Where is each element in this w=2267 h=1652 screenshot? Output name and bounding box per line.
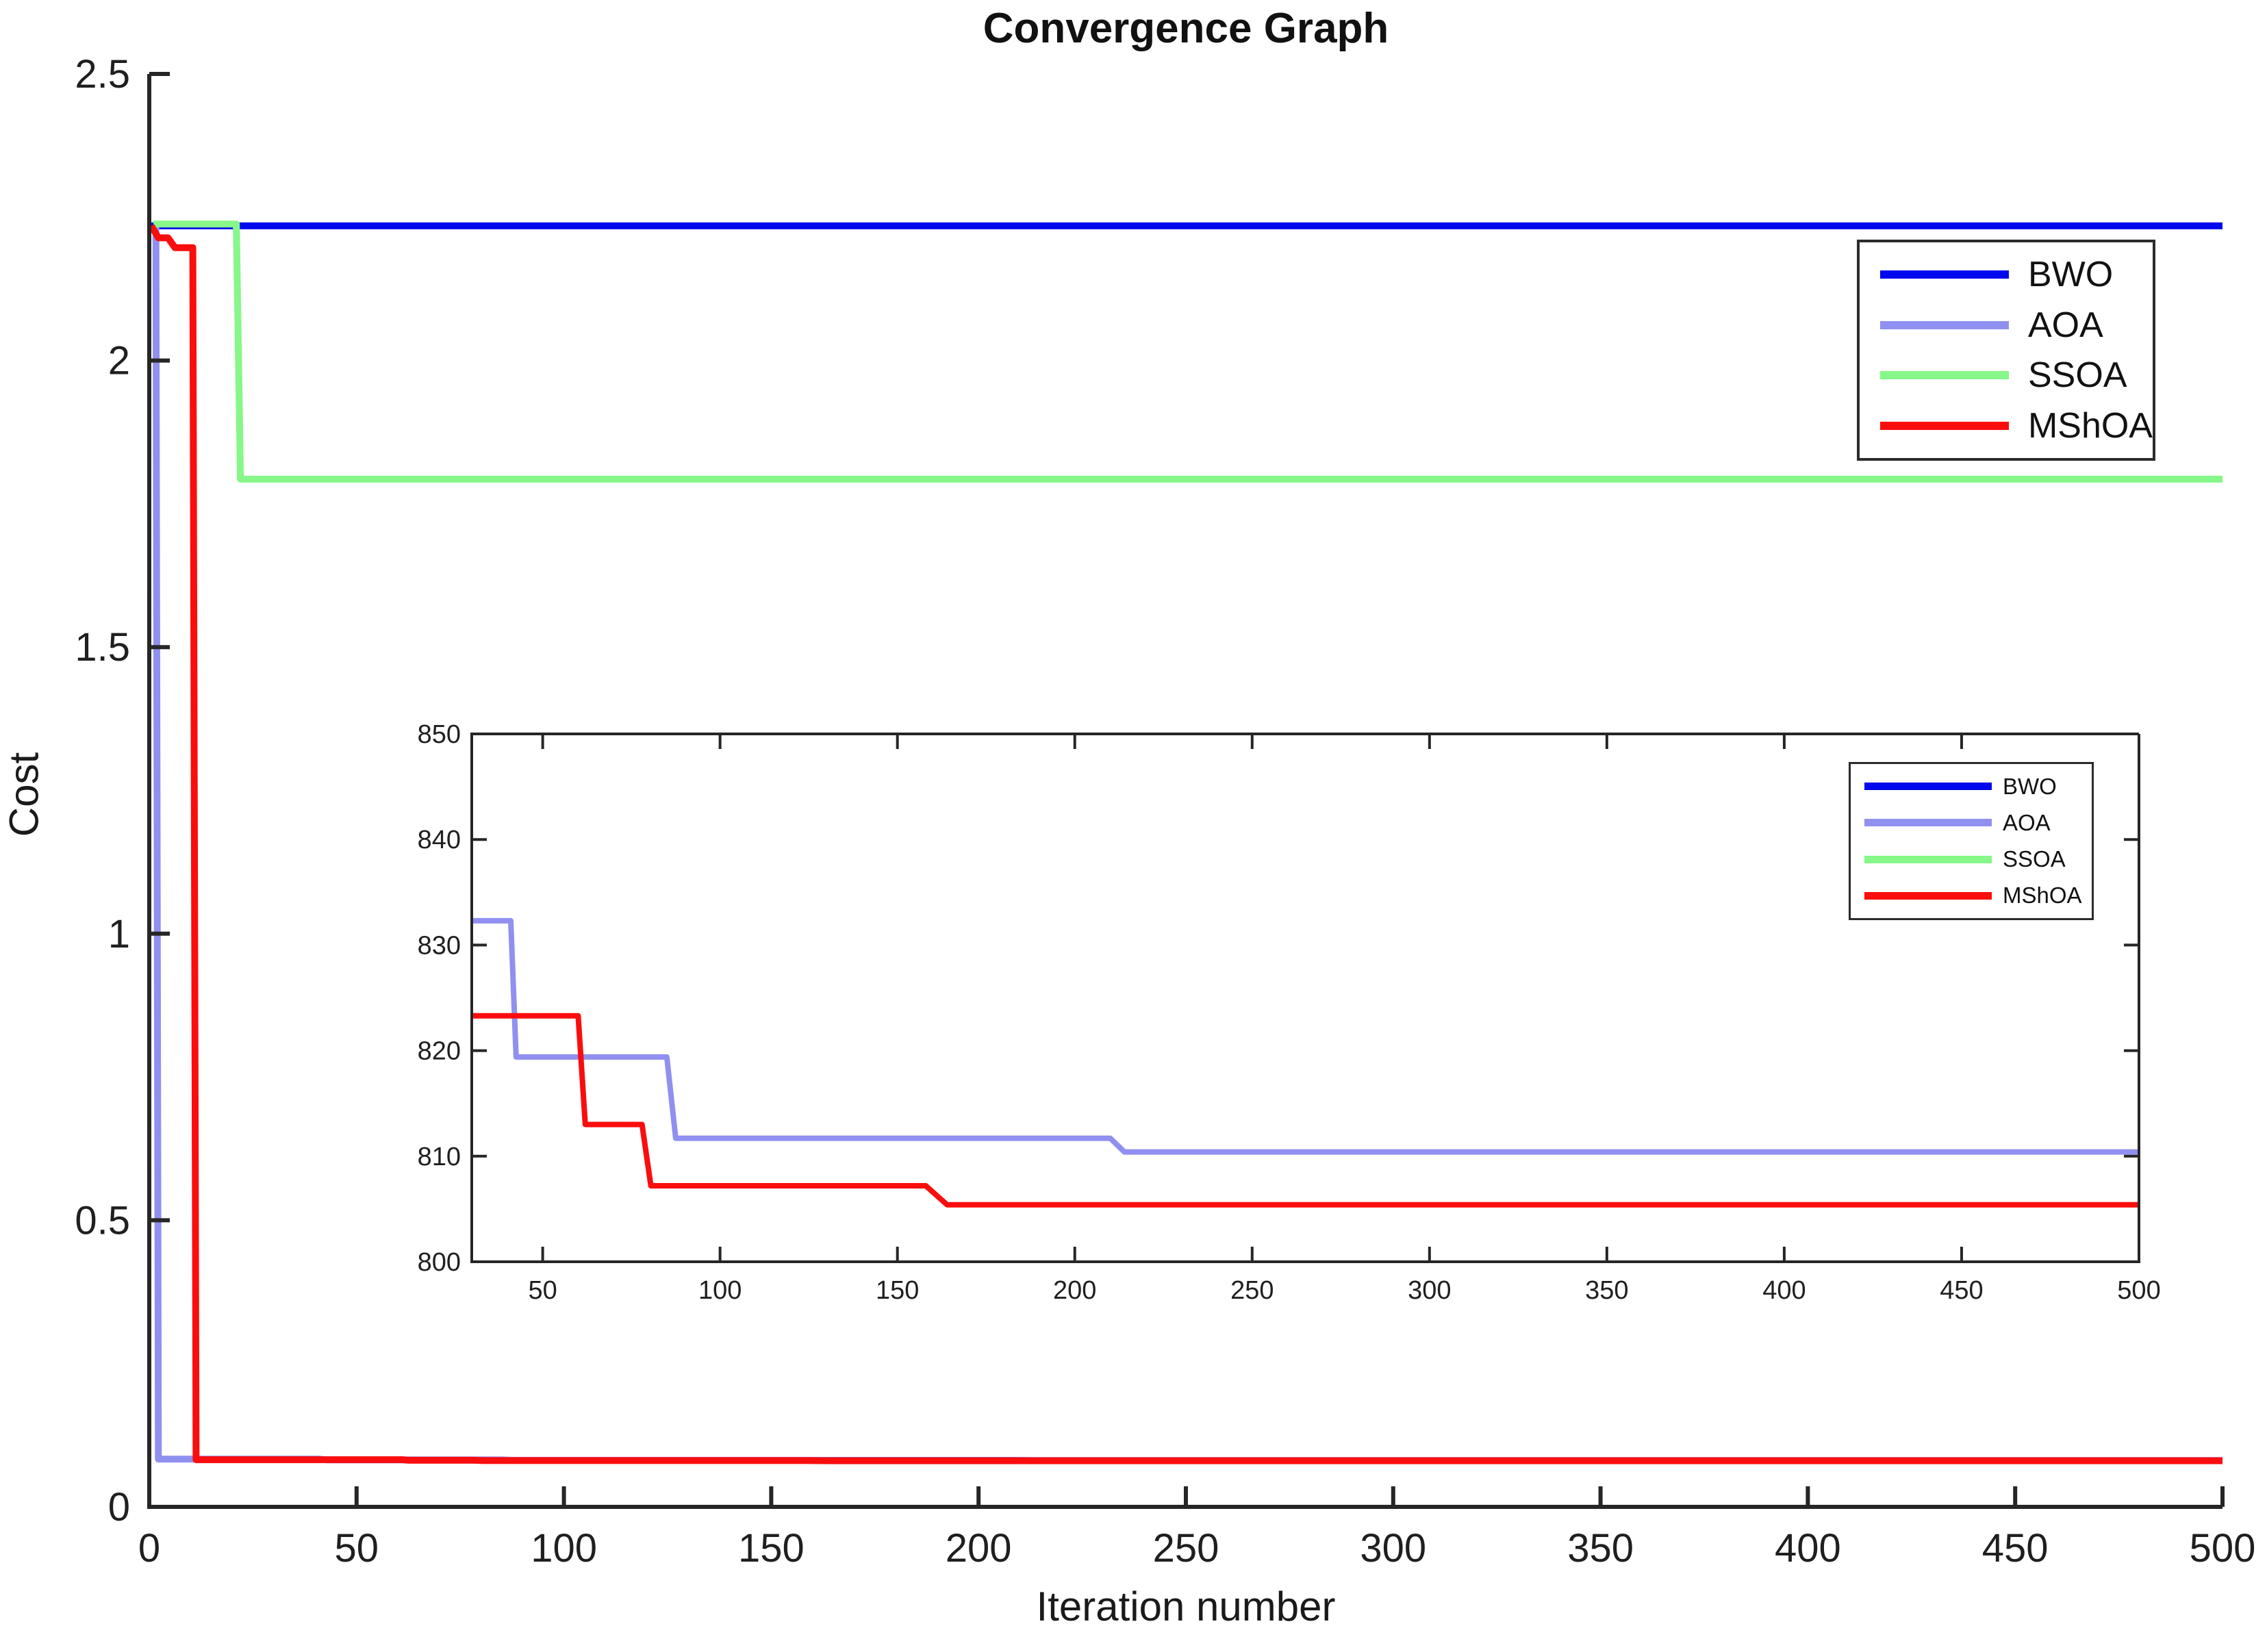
x-tick-label: 150 xyxy=(876,1276,919,1305)
mshoa-line-sample-icon xyxy=(1880,422,2009,431)
inset-legend: BWO AOA SSOA MShOA xyxy=(1849,762,2094,920)
inset-legend-item-ssoa: SSOA xyxy=(1851,846,2092,872)
bwo-line-sample-icon xyxy=(1864,783,1992,791)
x-tick-label: 50 xyxy=(335,1526,379,1571)
y-tick-label: 850 xyxy=(418,720,461,749)
legend-item-aoa: AOA xyxy=(1860,305,2153,346)
legend-item-bwo: BWO xyxy=(1860,254,2153,295)
x-axis-label: Iteration number xyxy=(1036,1584,1336,1629)
ssoa-line-sample-icon xyxy=(1880,371,2009,380)
x-tick-label: 250 xyxy=(1230,1276,1274,1305)
y-tick-label: 830 xyxy=(418,931,461,960)
x-tick-label: 100 xyxy=(698,1276,742,1305)
series-line-ssoa xyxy=(153,220,2222,483)
inset-legend-label-aoa: AOA xyxy=(2003,809,2051,835)
x-tick-label: 400 xyxy=(1775,1526,1841,1571)
legend-label-bwo: BWO xyxy=(2028,254,2114,294)
x-tick-label: 0 xyxy=(138,1526,160,1571)
x-tick-label: 150 xyxy=(738,1526,805,1571)
main-plot: 0 50 100 150 200 250 300 350 400 450 500 0 0.5 1 1.5 2 2… xyxy=(75,52,2255,1571)
y-tick-label: 840 xyxy=(418,826,461,854)
bwo-line-sample-icon xyxy=(1880,270,2009,279)
ssoa-line-sample-icon xyxy=(1864,855,1992,863)
inset-legend-item-aoa: AOA xyxy=(1851,810,2092,836)
aoa-line-sample-icon xyxy=(1864,819,1992,827)
x-tick-label: 250 xyxy=(1153,1526,1219,1571)
x-tick-label: 200 xyxy=(1053,1276,1096,1305)
x-tick-label: 50 xyxy=(528,1276,557,1305)
mshoa-line-sample-icon xyxy=(1864,891,1992,900)
y-tick-label: 810 xyxy=(418,1143,461,1171)
x-tick-label: 100 xyxy=(531,1526,597,1571)
legend-item-mshoa: MShOA xyxy=(1860,405,2153,446)
x-tick-label: 450 xyxy=(1982,1526,2049,1571)
y-tick-label: 1 xyxy=(108,912,130,956)
y-tick-label: 2.5 xyxy=(75,52,130,97)
x-tick-label: 500 xyxy=(2117,1276,2160,1305)
inset-legend-item-bwo: BWO xyxy=(1851,774,2092,800)
aoa-line-sample-icon xyxy=(1880,320,2009,329)
x-tick-label: 300 xyxy=(1408,1276,1451,1305)
x-tick-label: 200 xyxy=(946,1526,1012,1571)
y-tick-label: 0.5 xyxy=(75,1198,130,1243)
inset-legend-label-mshoa: MShOA xyxy=(2003,882,2082,908)
y-tick-label: 1.5 xyxy=(75,625,130,670)
legend-item-ssoa: SSOA xyxy=(1860,355,2153,396)
x-tick-label: 450 xyxy=(1940,1276,1983,1305)
x-tick-label: 300 xyxy=(1360,1526,1426,1571)
chart-title: Convergence Graph xyxy=(983,5,1389,52)
x-tick-label: 350 xyxy=(1585,1276,1628,1305)
series-line-mshoa xyxy=(148,224,2222,1464)
y-tick-label: 2 xyxy=(108,339,130,383)
y-tick-label: 0 xyxy=(108,1485,130,1529)
legend-label-mshoa: MShOA xyxy=(2027,406,2153,446)
x-tick-label: 500 xyxy=(2190,1526,2256,1571)
x-tick-label: 400 xyxy=(1762,1276,1806,1305)
x-tick-label: 350 xyxy=(1567,1526,1634,1571)
legend-label-ssoa: SSOA xyxy=(2028,355,2127,396)
y-tick-label: 820 xyxy=(418,1037,461,1066)
inset-legend-label-ssoa: SSOA xyxy=(2003,846,2066,872)
y-tick-label: 800 xyxy=(418,1248,461,1277)
series-line-mshoa-inset xyxy=(472,1013,2139,1208)
y-axis-label: Cost xyxy=(1,752,47,837)
inset-legend-item-mshoa: MShOA xyxy=(1851,882,2092,908)
inset-legend-label-bwo: BWO xyxy=(2003,773,2057,799)
main-legend: BWO AOA SSOA MShOA xyxy=(1857,240,2155,461)
series-line-aoa-inset xyxy=(472,917,2139,1155)
legend-label-aoa: AOA xyxy=(2028,305,2103,345)
